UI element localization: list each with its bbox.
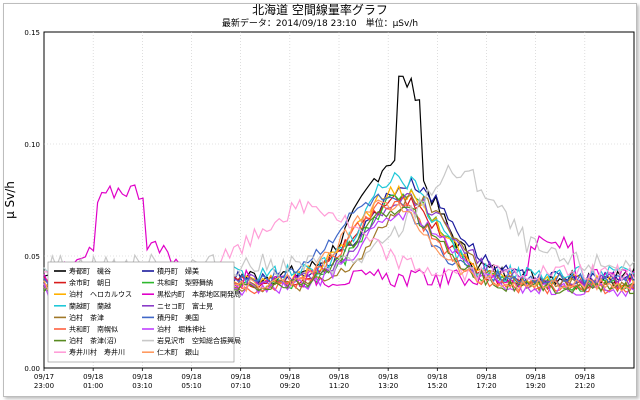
legend-label: 岩見沢市 空知総合振興局 [157, 336, 241, 345]
x-tick-label-time: 19:20 [526, 382, 546, 390]
legend-box [47, 261, 235, 363]
legend-label: 泊村 ヘロカルウス [69, 290, 132, 299]
legend-label: 仁木町 銀山 [157, 348, 199, 357]
x-tick-label-date: 09/18 [231, 373, 251, 381]
x-tick-label-time: 15:20 [427, 382, 447, 390]
y-tick-label: 0.00 [24, 365, 40, 373]
x-tick-label-date: 09/18 [329, 373, 349, 381]
chart-title: 北海道 空間線量率グラフ [252, 2, 388, 17]
y-tick-label: 0.05 [24, 253, 40, 261]
y-tick-label: 0.15 [24, 29, 40, 37]
legend-label: 黒松内町 本部地区開発局 [157, 290, 241, 299]
x-tick-label-date: 09/18 [83, 373, 103, 381]
y-axis-label: μ Sv/h [3, 181, 17, 219]
legend-label: 泊村 茶津(沼) [69, 336, 117, 345]
x-tick-label-date: 09/18 [378, 373, 398, 381]
x-tick-label-date: 09/18 [181, 373, 201, 381]
x-tick-label-date: 09/18 [132, 373, 152, 381]
chart-subtitle: 最新データ：2014/09/18 23:10 単位：μSv/h [222, 17, 418, 29]
legend-label: 積丹町 婦美 [157, 267, 199, 276]
x-tick-label-date: 09/18 [526, 373, 546, 381]
x-tick-label-time: 09:20 [280, 382, 300, 390]
x-tick-label-date: 09/18 [427, 373, 447, 381]
x-tick-label-date: 09/18 [575, 373, 595, 381]
x-tick-label-time: 13:20 [378, 382, 398, 390]
x-tick-label-date: 09/17 [34, 373, 54, 381]
x-tick-label-date: 09/18 [476, 373, 496, 381]
x-tick-label-time: 17:20 [476, 382, 496, 390]
plot-area: 09/1723:0009/1801:0009/1803:1009/1805:10… [24, 29, 635, 390]
x-tick-label-time: 07:10 [231, 382, 251, 390]
y-tick-label: 0.10 [24, 141, 40, 149]
legend-label: 共和町 南幌似 [69, 325, 118, 334]
legend-label: 寿井川村 寿井川 [69, 348, 125, 357]
x-tick-label-time: 21:20 [575, 382, 595, 390]
legend-label: 泊村 茶津 [69, 313, 104, 322]
legend-label: 泊村 堀株神社 [157, 325, 206, 334]
x-tick-label-time: 23:00 [34, 382, 54, 390]
x-tick-label-time: 01:00 [83, 382, 103, 390]
legend-label: ニセコ町 富士見 [157, 301, 213, 310]
legend-label: 積丹町 美国 [157, 313, 199, 322]
legend-label: 余市町 朝日 [69, 278, 111, 287]
legend-label: 共和町 梨野舞納 [157, 278, 213, 287]
x-tick-label-time: 11:20 [329, 382, 349, 390]
legend-label: 蘭越町 蘭越 [69, 301, 111, 310]
series-line [43, 184, 635, 290]
x-tick-label-time: 03:10 [132, 382, 152, 390]
x-tick-label-time: 05:10 [181, 382, 201, 390]
legend-label: 寿都町 磯谷 [69, 267, 111, 276]
x-tick-label-date: 09/18 [280, 373, 300, 381]
